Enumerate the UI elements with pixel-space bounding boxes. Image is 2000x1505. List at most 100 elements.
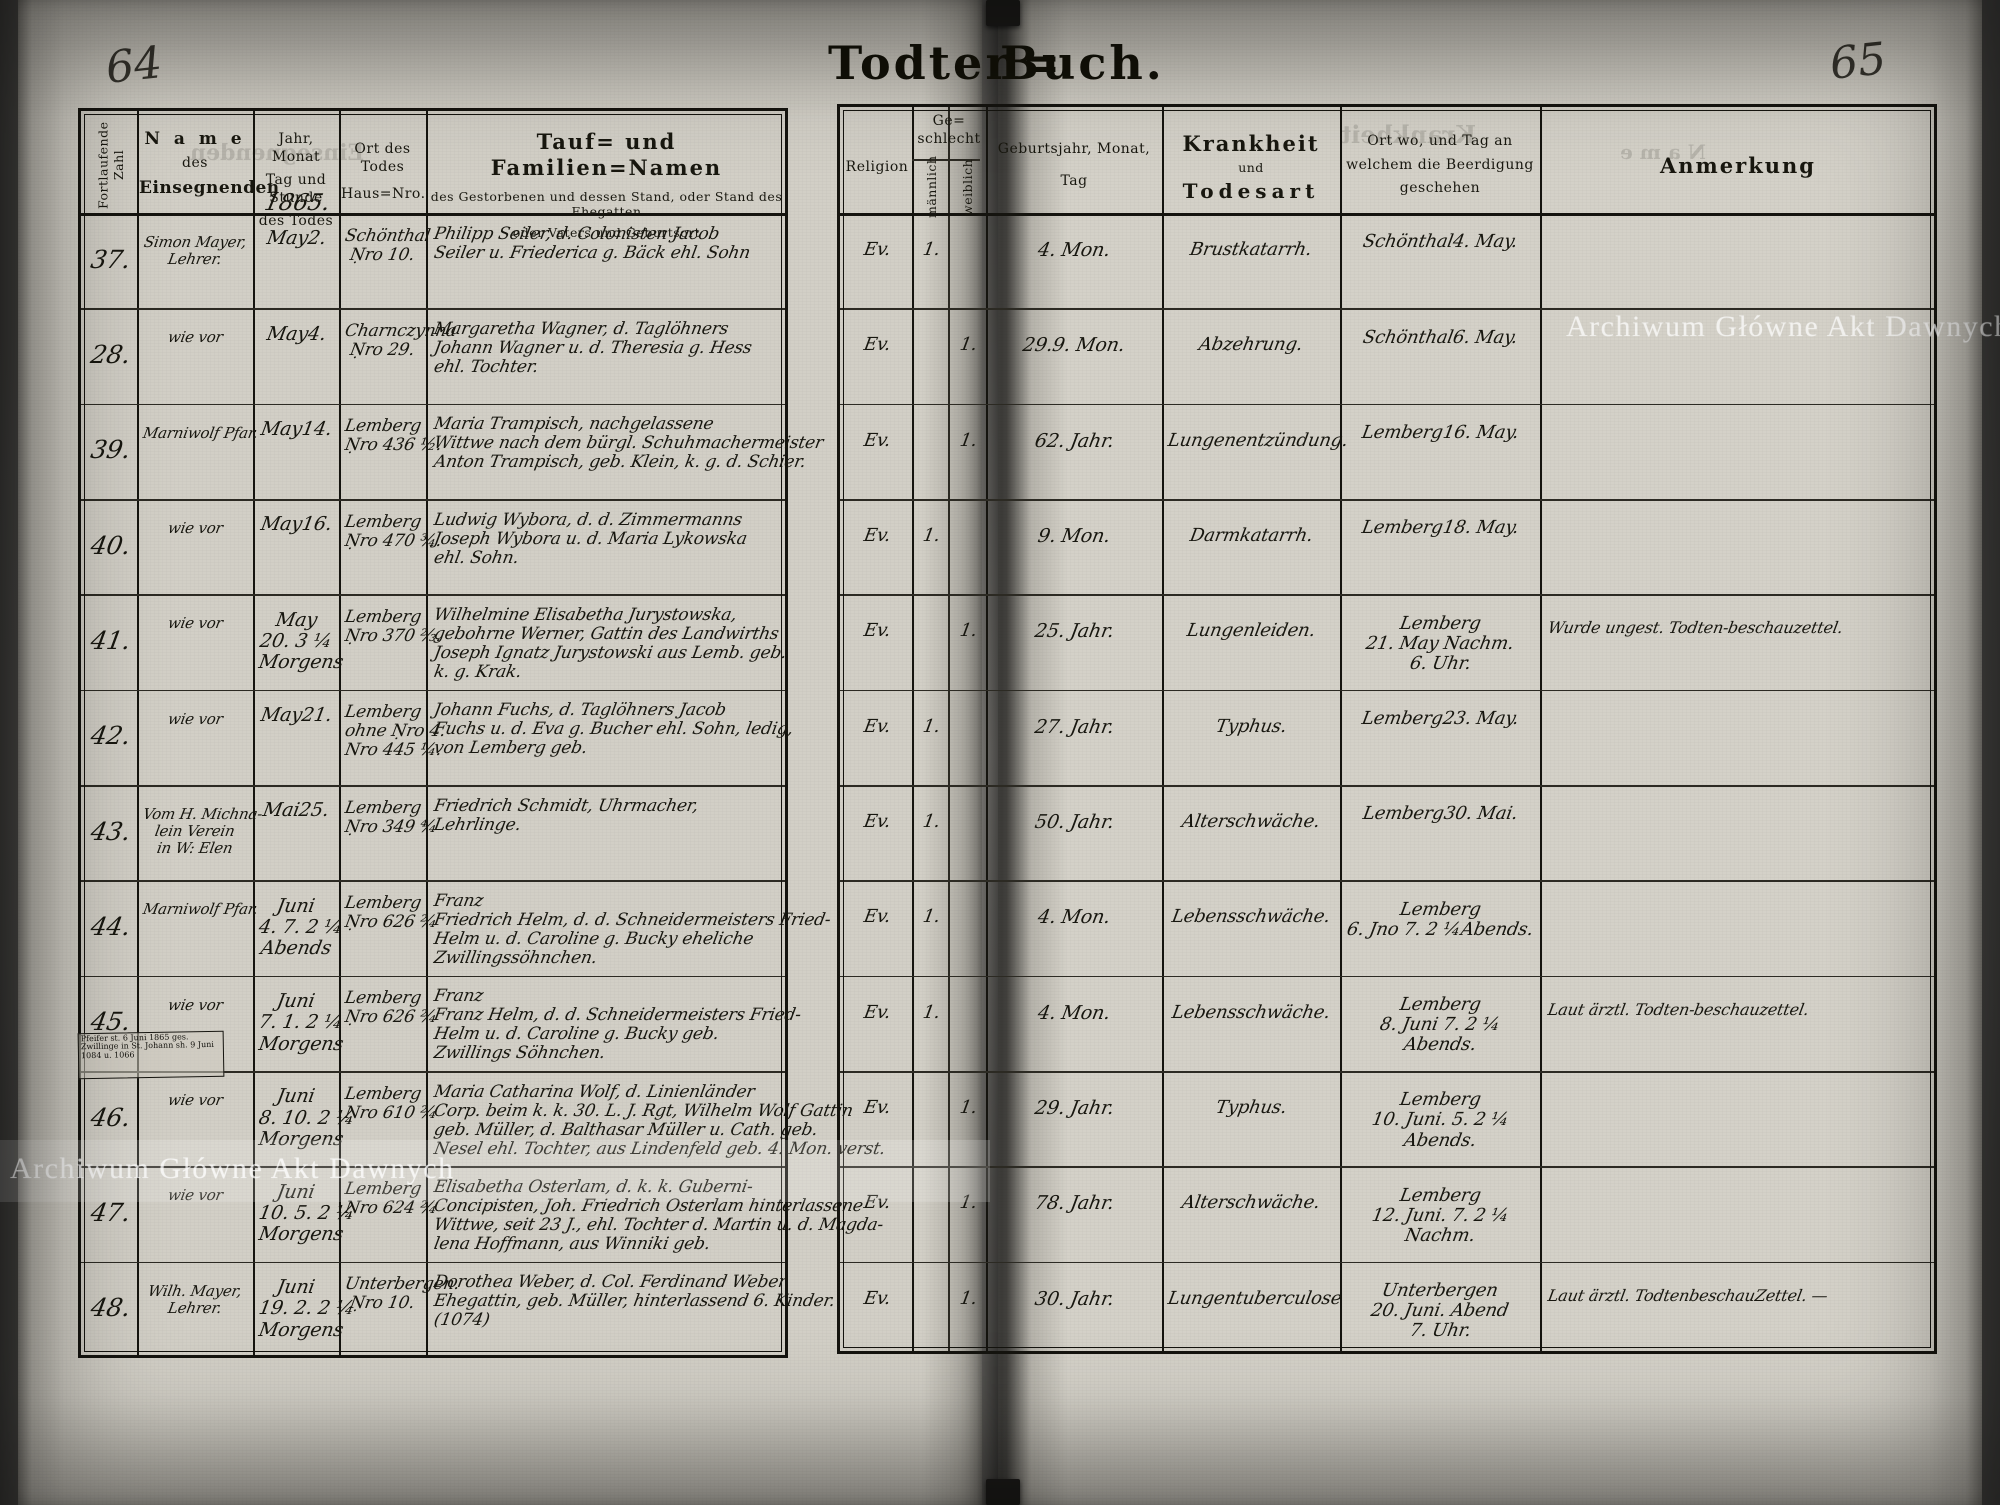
cell-sequence-number: 42. xyxy=(88,721,134,751)
cell-death-date: May4. xyxy=(264,322,328,345)
cell-remark: Laut ärztl. Todten-beschauzettel. xyxy=(1546,999,1811,1019)
cell-death-date: Juni10. 5. 2 ¼Morgens xyxy=(257,1180,357,1246)
cell-death-place: LembergṆro 610 ²⁄₄ xyxy=(343,1083,438,1123)
header-name-line2: des xyxy=(182,155,208,172)
cell-sex-female: 1. xyxy=(957,1192,979,1214)
cell-death-place: LembergṆro 370 ⅔. xyxy=(343,606,444,646)
cell-religion: Ev. xyxy=(862,620,893,642)
header-names-line2: des Gestorbenen und dessen Stand, oder S… xyxy=(430,188,783,220)
cell-age: 4. Mon. xyxy=(1036,1001,1113,1024)
cell-death-place: LembergṆro 436 ½. xyxy=(343,416,444,456)
row-separator xyxy=(840,403,1934,406)
row-separator xyxy=(840,975,1934,978)
cell-death-date: Juni4. 7. 2 ¼Abends xyxy=(257,894,345,960)
header-burial-line1: Ort wo, und Tag an xyxy=(1367,133,1513,149)
cell-burial: Lemberg16. May. xyxy=(1360,421,1520,443)
cell-age: 50. Jahr. xyxy=(1032,810,1116,833)
cell-death-date: Juni19. 2. 2 ¼Morgens xyxy=(257,1276,357,1341)
cell-death-date: May16. xyxy=(258,513,334,536)
cell-religion: Ev. xyxy=(862,1287,893,1309)
cell-deceased-names: Friedrich Schmidt, Uhrmacher,Lehrlinge. xyxy=(432,795,700,835)
cell-deceased-names: Johann Fuchs, d. Taglöhners JacobFuchs u… xyxy=(432,700,795,759)
cell-officiant-name: wie vor xyxy=(166,1091,224,1110)
cell-illness: Alterschwäche. xyxy=(1180,1192,1322,1214)
cell-officiant-name: Marniwolf Pfar. xyxy=(141,900,260,919)
cell-illness: Lungentuberculose xyxy=(1166,1287,1344,1309)
cell-deceased-names: FranzFranz Helm, d. d. Schneidermeisters… xyxy=(432,986,803,1064)
cell-officiant-name: wie vor xyxy=(166,709,224,728)
folio-number-right: 65 xyxy=(1827,33,1889,90)
header-anmerkung: Anmerkung xyxy=(1660,153,1816,178)
header-illness-line1: Krankheit xyxy=(1182,131,1320,156)
cell-officiant-name: wie vor xyxy=(166,519,224,538)
sex-subheader-rule xyxy=(912,159,980,161)
cell-burial: Schönthal6. May. xyxy=(1361,326,1520,348)
cell-illness: Lungenleiden. xyxy=(1185,620,1317,642)
cell-religion: Ev. xyxy=(862,429,893,451)
header-fortlaufende-zahl: Fortlaufende Zahl xyxy=(95,121,126,209)
cell-officiant-name: Simon Mayer,Lehrer. xyxy=(142,233,248,268)
header-illness-line2: und xyxy=(1238,160,1264,176)
cell-death-place: LembergṆro 349 ⁴⁄₄ xyxy=(343,797,438,837)
cell-religion: Ev. xyxy=(862,1001,893,1023)
cell-religion: Ev. xyxy=(862,906,893,928)
cell-deceased-names: Wilhelmine Elisabetha Jurystowska,gebohr… xyxy=(432,604,789,683)
cell-religion: Ev. xyxy=(862,238,893,260)
row-separator xyxy=(81,1071,785,1073)
header-place-line2: Haus=Nro. xyxy=(341,186,426,202)
cell-religion: Ev. xyxy=(862,1192,893,1214)
cell-death-date: May2. xyxy=(264,227,328,250)
cell-remark: Laut ärztl. TodtenbeschauZettel. — xyxy=(1546,1285,1830,1305)
cell-sex-male: 1. xyxy=(920,906,942,928)
cell-burial: Lemberg21. May Nachm.6. Uhr. xyxy=(1364,612,1516,674)
cell-sex-male: 1. xyxy=(920,715,942,737)
cell-illness: Lebensschwäche. xyxy=(1170,1001,1332,1023)
cell-deceased-names: Ludwig Wybora, d. d. ZimmermannsJoseph W… xyxy=(432,509,749,568)
header-date-line3: des Todes xyxy=(258,213,334,229)
cell-deceased-names: Dorothea Weber, d. Col. Ferdinand WeberE… xyxy=(432,1272,837,1331)
cell-religion: Ev. xyxy=(862,1096,893,1118)
cell-officiant-name: Marniwolf Pfar. xyxy=(141,423,260,442)
row-separator xyxy=(840,1166,1934,1168)
cell-age: 29.9. Mon. xyxy=(1021,334,1127,357)
cell-sequence-number: 28. xyxy=(88,339,134,369)
cell-sex-male: 1. xyxy=(920,1001,942,1023)
header-date-line1: Jahr, Monat xyxy=(271,131,321,165)
cell-deceased-names: Margaretha Wagner, d. TaglöhnersJohann W… xyxy=(432,318,754,378)
cell-death-date: May14. xyxy=(258,418,334,441)
col-rule xyxy=(1540,107,1542,1351)
cell-sequence-number: 44. xyxy=(88,911,134,941)
cell-burial: Lemberg12. Juni. 7. 2 ¼Nachm. xyxy=(1370,1184,1511,1246)
cell-religion: Ev. xyxy=(862,524,893,546)
cell-death-place: LembergṆro 470 ¾. xyxy=(343,511,444,551)
cell-burial: Schönthal4. May. xyxy=(1361,231,1520,253)
cell-death-place: LembergṆro 626 ²⁄₄ xyxy=(343,988,438,1028)
header-sex-female: weiblich xyxy=(960,158,976,216)
cell-sequence-number: 47. xyxy=(88,1197,134,1227)
row-separator xyxy=(840,689,1934,692)
header-year: 1865. xyxy=(261,190,333,216)
row-separator xyxy=(840,594,1934,596)
cell-age: 4. Mon. xyxy=(1036,238,1113,261)
row-separator xyxy=(81,308,785,310)
cell-illness: Lebensschwäche. xyxy=(1170,906,1332,928)
col-rule xyxy=(253,111,255,1355)
header-sex-line2: schlecht xyxy=(917,130,981,147)
row-separator xyxy=(81,1261,785,1264)
spine-clip-bottom xyxy=(986,1479,1020,1505)
cell-death-place: LembergṆro 624 ²⁄₄ xyxy=(343,1178,438,1218)
cell-illness: Typhus. xyxy=(1214,715,1289,737)
folio-number-left: 64 xyxy=(103,37,165,94)
header-religion: Religion xyxy=(845,159,909,175)
col-rule xyxy=(339,111,341,1355)
spine-clip-top xyxy=(986,0,1020,26)
cell-sex-female: 1. xyxy=(957,1287,979,1309)
cell-illness: Alterschwäche. xyxy=(1180,810,1322,832)
cell-age: 4. Mon. xyxy=(1036,906,1113,929)
page-title-left: Todten= xyxy=(828,36,1064,90)
cell-deceased-names: FranzFriedrich Helm, d. d. Schneidermeis… xyxy=(432,890,833,969)
cell-death-place: Lembergohne Ṇro 4.Nro 445 ¼. xyxy=(343,702,448,761)
right-register-table: Religion Ge= schlecht männlich weiblich … xyxy=(837,104,1937,1354)
cell-religion: Ev. xyxy=(862,810,893,832)
cell-age: 25. Jahr. xyxy=(1032,620,1116,643)
